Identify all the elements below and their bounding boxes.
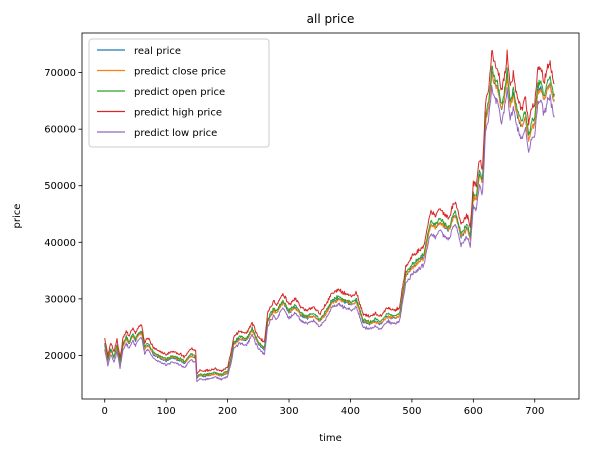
series-line-high bbox=[104, 49, 555, 375]
y-axis-label: price bbox=[12, 204, 23, 229]
series-line-open bbox=[104, 65, 555, 378]
x-tick-label: 700 bbox=[525, 406, 544, 417]
legend-label-open: predict open price bbox=[134, 87, 225, 98]
x-tick-label: 600 bbox=[464, 406, 483, 417]
x-axis-label: time bbox=[319, 433, 342, 444]
y-tick-label: 60000 bbox=[44, 125, 76, 136]
legend-label-low: predict low price bbox=[134, 128, 217, 139]
x-tick-label: 0 bbox=[102, 406, 108, 417]
y-tick-label: 50000 bbox=[44, 181, 76, 192]
x-tick-label: 400 bbox=[341, 406, 360, 417]
plot-area bbox=[81, 32, 580, 400]
y-tick-label: 70000 bbox=[44, 68, 76, 79]
series-line-low bbox=[104, 85, 555, 383]
y-tick-label: 20000 bbox=[44, 351, 76, 362]
legend-box bbox=[88, 38, 270, 148]
chart-title: all price bbox=[307, 12, 355, 26]
plot-frame bbox=[81, 32, 580, 400]
x-tick-label: 200 bbox=[218, 406, 237, 417]
x-tick-label: 100 bbox=[157, 406, 176, 417]
x-axis: 0 100 200 300 400 500 600 700 bbox=[102, 399, 544, 417]
legend-label-real: real price bbox=[134, 46, 181, 57]
x-tick-label: 300 bbox=[279, 406, 298, 417]
x-tick-label: 500 bbox=[402, 406, 421, 417]
y-axis: 20000 30000 40000 50000 60000 70000 bbox=[44, 68, 82, 362]
series-group bbox=[104, 49, 555, 383]
y-tick-label: 40000 bbox=[44, 238, 76, 249]
series-line-close bbox=[104, 72, 555, 378]
legend: real price predict close price predict ope… bbox=[88, 38, 270, 148]
legend-label-close: predict close price bbox=[134, 67, 226, 78]
legend-label-high: predict high price bbox=[134, 108, 222, 119]
y-tick-label: 30000 bbox=[44, 294, 76, 305]
